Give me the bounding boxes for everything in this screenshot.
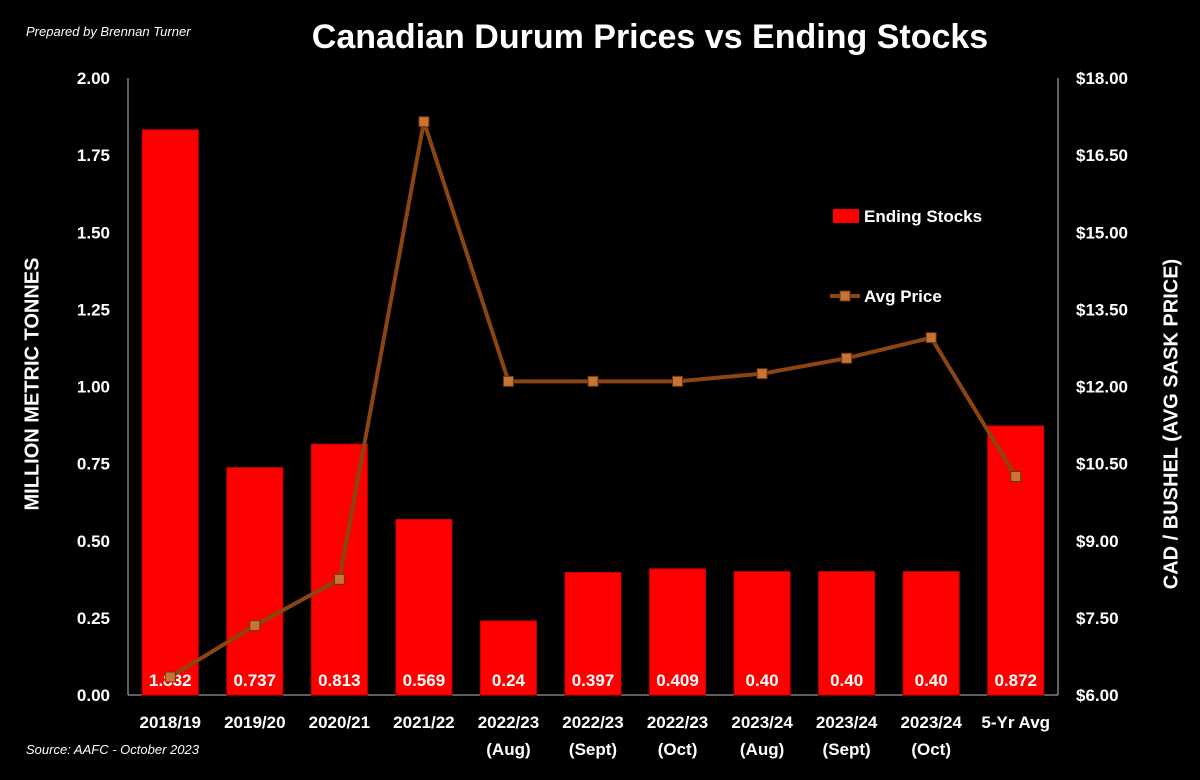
x-tick-label: 2023/24 bbox=[731, 713, 793, 732]
prepared-by-note: Prepared by Brennan Turner bbox=[26, 24, 191, 39]
bar-ending-stocks bbox=[649, 568, 707, 696]
bar-ending-stocks bbox=[818, 571, 876, 696]
x-tick-label: (Sept) bbox=[569, 740, 617, 759]
bar-ending-stocks bbox=[902, 571, 960, 696]
x-tick-label: (Sept) bbox=[823, 740, 871, 759]
bar-data-label: 0.40 bbox=[915, 671, 948, 690]
source-note: Source: AAFC - October 2023 bbox=[26, 742, 199, 757]
bar-data-label: 0.40 bbox=[830, 671, 863, 690]
x-tick-label: (Oct) bbox=[658, 740, 698, 759]
y-right-tick-label: $12.00 bbox=[1076, 378, 1128, 397]
x-tick-label: 2022/23 bbox=[562, 713, 623, 732]
bar-data-label: 0.397 bbox=[572, 671, 615, 690]
x-tick-label: (Aug) bbox=[486, 740, 530, 759]
x-tick-label: 2019/20 bbox=[224, 713, 285, 732]
legend-marker-avg-price bbox=[839, 290, 851, 302]
y-right-tick-label: $7.50 bbox=[1076, 609, 1119, 628]
y-right-tick-label: $9.00 bbox=[1076, 532, 1119, 551]
legend-swatch-ending-stocks bbox=[833, 209, 859, 223]
x-tick-label: 5-Yr Avg bbox=[981, 713, 1050, 732]
point-avg-price bbox=[756, 368, 768, 380]
point-avg-price bbox=[672, 375, 684, 387]
y-right-tick-label: $6.00 bbox=[1076, 686, 1119, 705]
point-avg-price bbox=[249, 620, 261, 632]
bar-ending-stocks bbox=[226, 467, 284, 696]
y-right-tick-label: $13.50 bbox=[1076, 300, 1128, 319]
bar-data-label: 0.40 bbox=[746, 671, 779, 690]
bar-ending-stocks bbox=[395, 518, 453, 696]
bar-ending-stocks bbox=[733, 571, 791, 696]
y-left-tick-label: 0.75 bbox=[77, 455, 110, 474]
bar-ending-stocks bbox=[141, 129, 199, 696]
x-tick-label: 2023/24 bbox=[900, 713, 962, 732]
point-avg-price bbox=[587, 375, 599, 387]
y-right-tick-label: $18.00 bbox=[1076, 69, 1128, 88]
x-tick-label: 2023/24 bbox=[816, 713, 878, 732]
point-avg-price bbox=[841, 352, 853, 364]
bar-data-label: 0.409 bbox=[656, 671, 699, 690]
x-tick-label: 2020/21 bbox=[309, 713, 370, 732]
x-tick-label: 2022/23 bbox=[478, 713, 539, 732]
y-left-tick-label: 1.50 bbox=[77, 223, 110, 242]
x-tick-label: 2022/23 bbox=[647, 713, 708, 732]
legend-label-avg-price: Avg Price bbox=[864, 287, 942, 306]
y-right-tick-label: $15.00 bbox=[1076, 223, 1128, 242]
legend-label-ending-stocks: Ending Stocks bbox=[864, 207, 982, 226]
point-avg-price bbox=[1010, 470, 1022, 482]
y-left-tick-label: 2.00 bbox=[77, 69, 110, 88]
bar-data-label: 0.872 bbox=[994, 671, 1037, 690]
point-avg-price bbox=[164, 671, 176, 683]
bar-data-label: 0.813 bbox=[318, 671, 361, 690]
y-right-tick-label: $10.50 bbox=[1076, 455, 1128, 474]
y-left-tick-label: 0.25 bbox=[77, 609, 110, 628]
y-left-tick-label: 1.25 bbox=[77, 300, 110, 319]
point-avg-price bbox=[333, 573, 345, 585]
y-right-tick-label: $16.50 bbox=[1076, 146, 1128, 165]
bar-data-label: 0.24 bbox=[492, 671, 526, 690]
x-tick-label: (Aug) bbox=[740, 740, 784, 759]
point-avg-price bbox=[418, 116, 430, 128]
chart-title: Canadian Durum Prices vs Ending Stocks bbox=[311, 18, 989, 56]
y-left-tick-label: 1.00 bbox=[77, 378, 110, 397]
bar-ending-stocks bbox=[479, 620, 537, 696]
x-tick-label: 2021/22 bbox=[393, 713, 454, 732]
bar-data-label: 0.737 bbox=[234, 671, 277, 690]
x-tick-label: 2018/19 bbox=[140, 713, 201, 732]
y-left-tick-label: 0.00 bbox=[77, 686, 110, 705]
bar-ending-stocks bbox=[987, 425, 1045, 696]
point-avg-price bbox=[502, 375, 514, 387]
x-tick-label: (Oct) bbox=[911, 740, 951, 759]
point-avg-price bbox=[925, 332, 937, 344]
y-left-tick-label: 1.75 bbox=[77, 146, 110, 165]
y-left-tick-label: 0.50 bbox=[77, 532, 110, 551]
bar-data-label: 0.569 bbox=[403, 671, 446, 690]
bar-ending-stocks bbox=[564, 572, 622, 696]
